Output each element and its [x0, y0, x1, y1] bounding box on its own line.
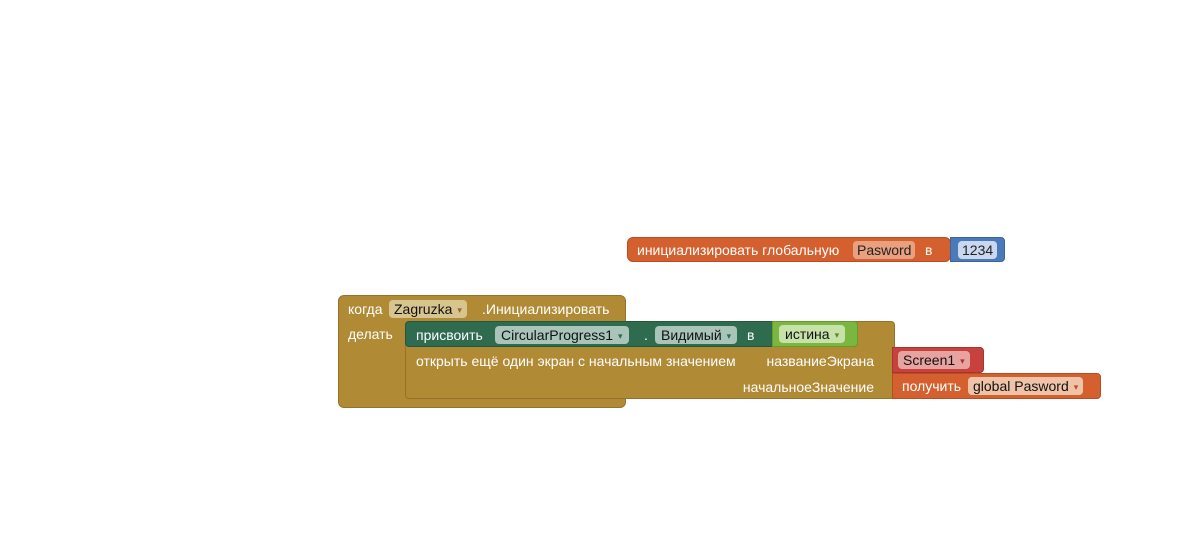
- global-variable-init-block[interactable]: инициализировать глобальную Pasword в: [627, 237, 951, 262]
- variable-dropdown[interactable]: global Pasword ▾: [968, 377, 1084, 395]
- chevron-down-icon: ▾: [457, 305, 462, 315]
- when-label: когда: [348, 301, 383, 317]
- set-property-block[interactable]: присвоить CircularProgress1 ▾ . Видимый ▾ …: [405, 321, 775, 347]
- property-name: Видимый: [661, 327, 722, 343]
- boolean-block[interactable]: истина ▾: [772, 321, 858, 347]
- property-dropdown[interactable]: Видимый ▾: [655, 326, 738, 344]
- chevron-down-icon: ▾: [618, 331, 623, 341]
- do-label: делать: [348, 326, 393, 342]
- chevron-down-icon: ▾: [1073, 382, 1079, 392]
- get-variable-block[interactable]: получить global Pasword ▾: [892, 373, 1101, 399]
- init-to-label: в: [925, 242, 933, 258]
- event-name: .Инициализировать: [482, 301, 610, 317]
- set-label: присвоить: [416, 327, 483, 343]
- component-dropdown[interactable]: Zagruzka ▾: [389, 300, 467, 318]
- chevron-down-icon: ▾: [726, 331, 732, 341]
- set-to-label: в: [747, 327, 755, 343]
- variable-name-field[interactable]: Pasword: [853, 241, 916, 259]
- component-name: Zagruzka: [394, 301, 453, 317]
- component-name: CircularProgress1: [501, 327, 614, 343]
- get-label: получить: [902, 378, 962, 394]
- init-global-label: инициализировать глобальную: [637, 242, 840, 258]
- boolean-dropdown[interactable]: истина ▾: [779, 325, 846, 343]
- boolean-value: истина: [785, 326, 830, 342]
- chevron-down-icon: ▾: [960, 356, 965, 366]
- component-dropdown[interactable]: CircularProgress1 ▾: [495, 326, 629, 344]
- screen-dropdown[interactable]: Screen1 ▾: [898, 351, 970, 369]
- open-screen-label: открыть ещё один экран с начальным значе…: [416, 353, 736, 369]
- start-value-label: начальноеЗначение: [742, 379, 874, 395]
- screen-name-label: названиеЭкрана: [766, 353, 874, 369]
- number-block[interactable]: 1234: [950, 237, 1005, 262]
- variable-name: global Pasword: [973, 378, 1069, 394]
- screen-name: Screen1: [903, 352, 956, 368]
- dot-separator: .: [644, 327, 648, 343]
- screen-name-block[interactable]: Screen1 ▾: [892, 347, 984, 373]
- chevron-down-icon: ▾: [834, 330, 840, 340]
- number-field[interactable]: 1234: [958, 241, 998, 259]
